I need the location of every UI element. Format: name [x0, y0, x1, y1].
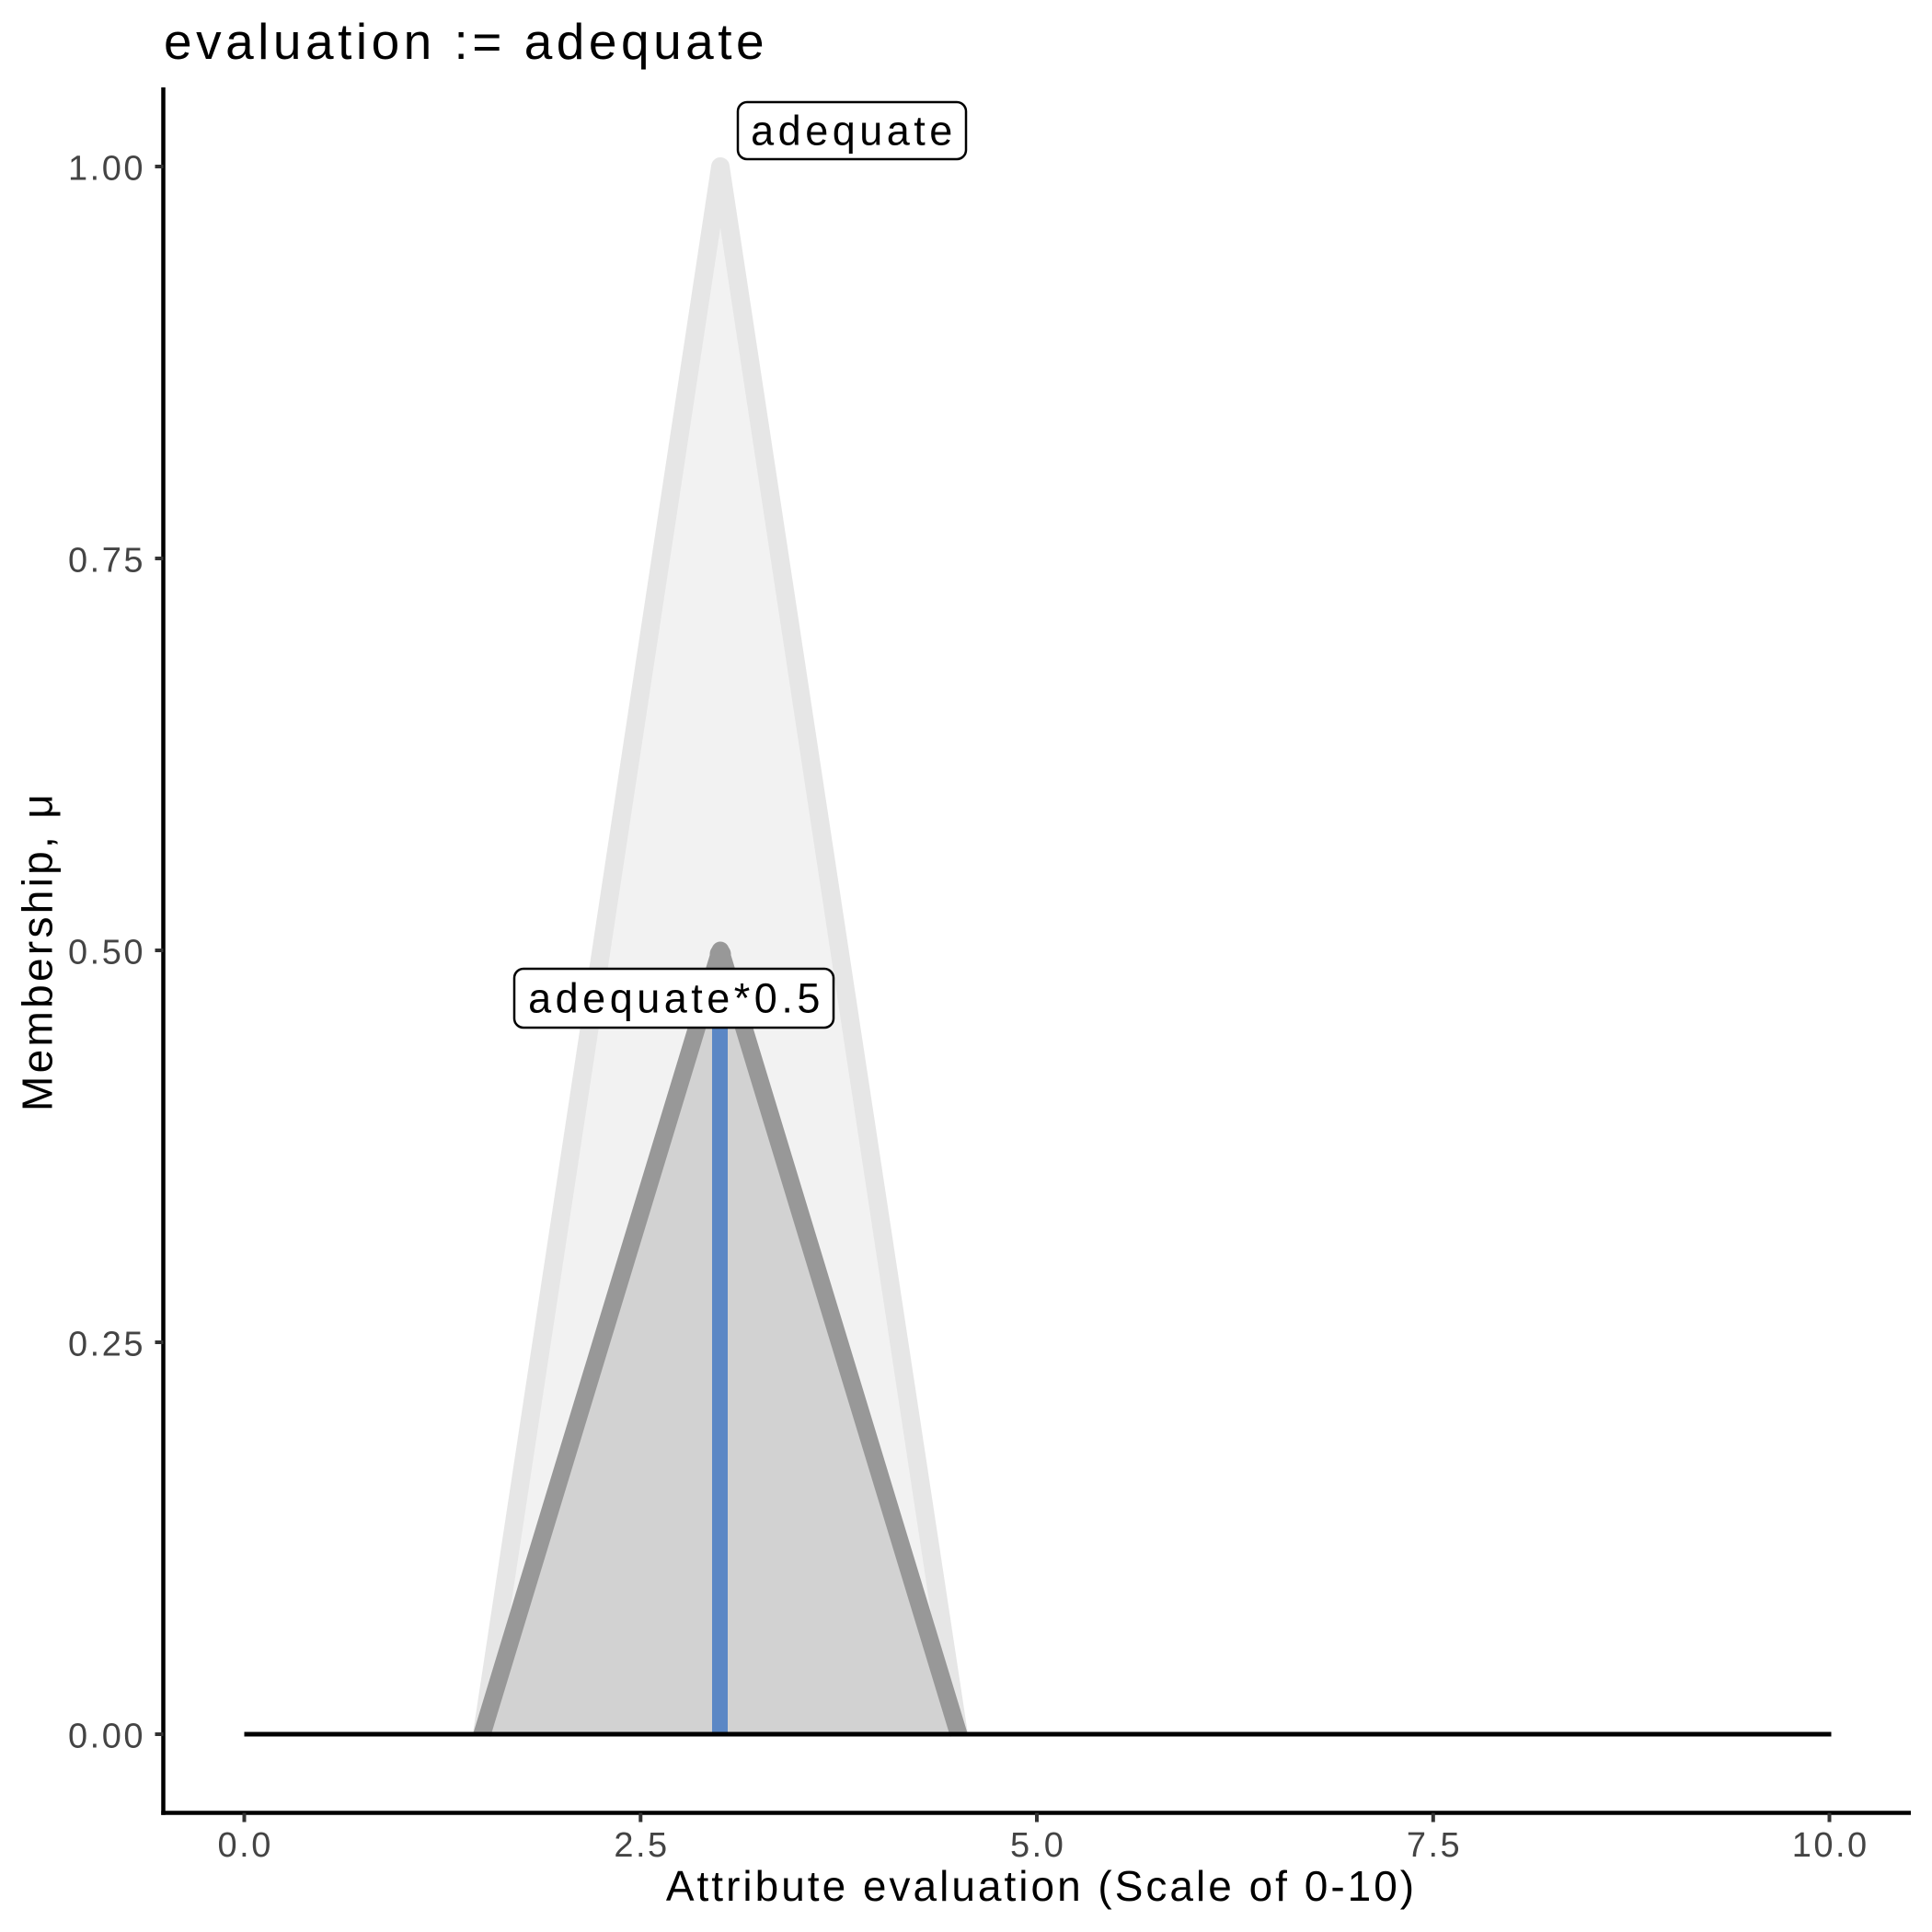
svg-text:0.00: 0.00 [68, 1718, 145, 1756]
svg-text:10.0: 10.0 [1792, 1826, 1869, 1865]
svg-text:0.0: 0.0 [218, 1826, 273, 1865]
svg-text:Attribute evaluation (Scale of: Attribute evaluation (Scale of 0-10) [666, 1862, 1417, 1910]
svg-text:Membership, μ: Membership, μ [14, 791, 62, 1111]
svg-text:0.50: 0.50 [68, 934, 145, 972]
svg-text:0.75: 0.75 [68, 542, 145, 581]
svg-text:2.5: 2.5 [614, 1826, 669, 1865]
svg-text:5.0: 5.0 [1010, 1826, 1065, 1865]
svg-text:0.25: 0.25 [68, 1326, 145, 1364]
svg-text:1.00: 1.00 [68, 150, 145, 189]
svg-text:7.5: 7.5 [1407, 1826, 1462, 1865]
svg-text:adequate: adequate [751, 108, 957, 155]
svg-text:adequate*0.5: adequate*0.5 [528, 975, 824, 1022]
svg-text:evaluation := adequate: evaluation := adequate [164, 13, 768, 70]
